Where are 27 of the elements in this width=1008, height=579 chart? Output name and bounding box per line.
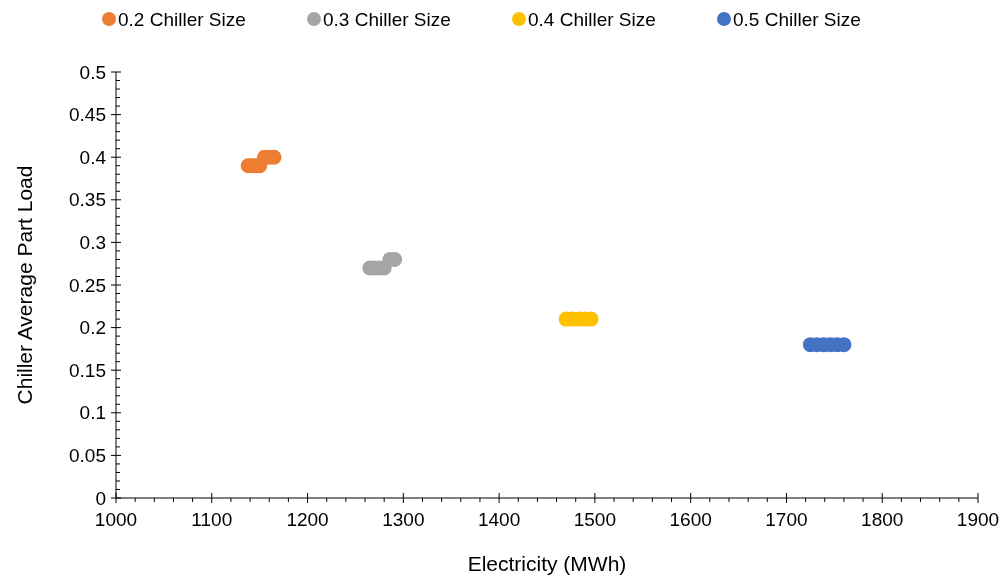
x-tick-label: 1200 [286,509,329,530]
y-tick-label: 0.45 [69,104,106,126]
x-tick-label: 1000 [94,509,138,530]
y-tick-label: 0.25 [69,274,106,296]
y-tick-label: 0.15 [69,359,106,381]
y-tick-label: 0.05 [69,445,106,467]
y-tick-label: 0.1 [79,402,106,424]
legend-label: 0.3 Chiller Size [323,8,451,30]
y-axis-title: Chiller Average Part Load [13,165,36,405]
legend-label: 0.2 Chiller Size [118,8,246,30]
x-tick-label: 1900 [956,509,1000,530]
y-tick-label: 0.3 [79,232,106,254]
y-tick-label: 0.5 [79,61,106,83]
x-tick-label: 1800 [861,509,904,530]
y-tick-label: 0.4 [79,146,107,168]
x-tick-label: 1600 [669,509,712,530]
x-tick-label: 1400 [477,509,521,530]
y-tick-label: 0.35 [69,189,106,211]
legend-label: 0.4 Chiller Size [528,8,656,30]
legend-label: 0.5 Chiller Size [733,8,861,30]
x-tick-label: 1700 [765,509,808,530]
x-tick-label: 1100 [191,509,233,530]
x-tick-label: 1300 [382,509,425,530]
y-tick-label: 0.2 [79,317,106,339]
x-tick-label: 1500 [573,509,617,530]
y-tick-label: 0 [95,487,106,509]
x-axis-title: Electricity (MWh) [467,552,627,575]
